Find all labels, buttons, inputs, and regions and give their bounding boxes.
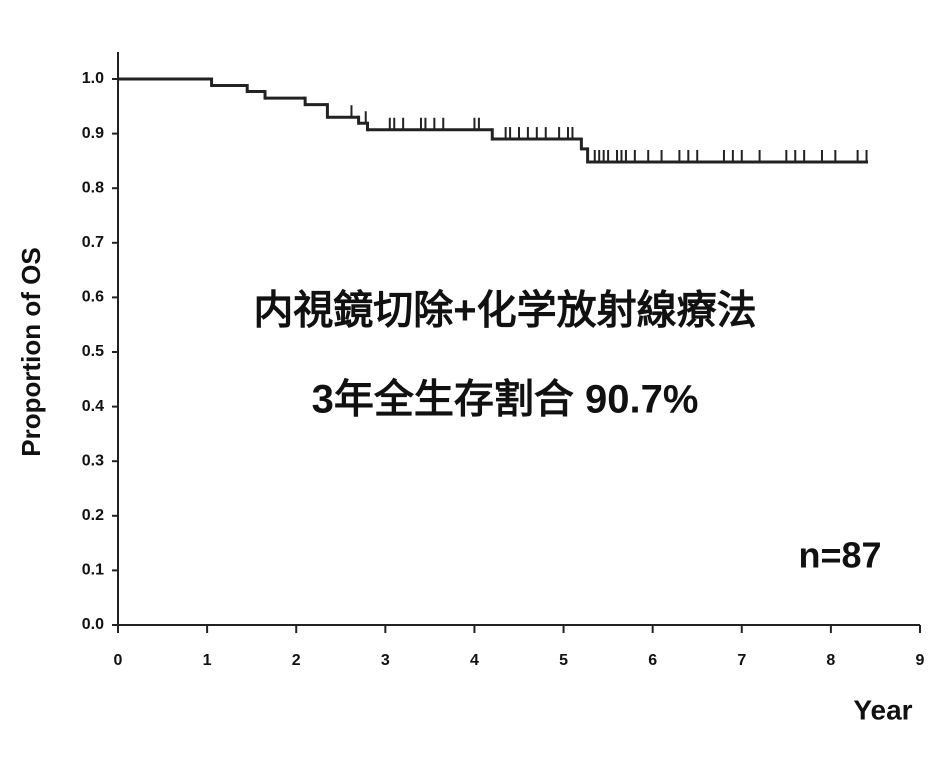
x-tick-label: 0: [114, 652, 123, 669]
annotation: n=87: [798, 535, 881, 576]
y-tick-label: 0.2: [82, 507, 104, 524]
x-tick-label: 7: [737, 652, 746, 669]
y-tick-label: 1.0: [82, 70, 104, 87]
annotation: 内視鏡切除+化学放射線療法: [253, 289, 756, 333]
x-axis-label: Year: [853, 694, 912, 725]
y-tick-label: 0.0: [82, 616, 104, 633]
y-tick-label: 0.9: [82, 125, 104, 142]
x-tick-label: 4: [470, 652, 479, 669]
x-tick-label: 5: [559, 652, 568, 669]
x-tick-label: 8: [826, 652, 835, 669]
y-tick-label: 0.8: [82, 179, 104, 196]
x-tick-label: 1: [203, 652, 212, 669]
y-tick-label: 0.7: [82, 234, 104, 251]
y-tick-label: 0.3: [82, 452, 104, 469]
y-tick-label: 0.4: [82, 398, 104, 415]
y-tick-label: 0.1: [82, 562, 104, 579]
y-tick-label: 0.5: [82, 343, 104, 360]
x-tick-label: 2: [292, 652, 301, 669]
annotation: 3年全生存割合 90.7%: [312, 377, 699, 422]
x-tick-label: 9: [916, 652, 925, 669]
y-axis-label: Proportion of OS: [16, 247, 46, 456]
x-tick-label: 3: [381, 652, 390, 669]
y-tick-label: 0.6: [82, 289, 104, 306]
x-tick-label: 6: [648, 652, 657, 669]
